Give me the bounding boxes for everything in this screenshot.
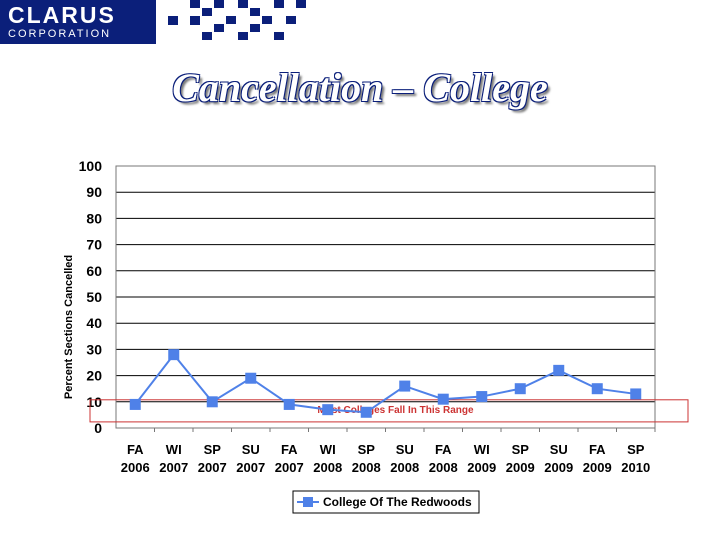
legend-box xyxy=(292,490,480,514)
data-point xyxy=(283,398,295,410)
checker-pattern-graphic xyxy=(168,0,306,40)
x-tick-label-year: 2008 xyxy=(429,460,458,475)
x-tick-label-term: WI xyxy=(474,442,490,457)
legend-label: College Of The Redwoods xyxy=(323,495,472,509)
y-tick-label: 50 xyxy=(86,289,102,305)
y-tick-label: 40 xyxy=(86,315,102,331)
y-tick-label: 90 xyxy=(86,184,102,200)
legend-swatch-marker xyxy=(303,497,313,507)
x-tick-label-year: 2008 xyxy=(390,460,419,475)
x-axis-ticks: FA 2006 WI 2007 SP 2007 SU 2007 FA 2007 WI 2008 SP 20… xyxy=(121,428,656,475)
data-point xyxy=(360,406,372,418)
x-tick-label-term: SU xyxy=(396,442,414,457)
logo-name: CLARUS xyxy=(8,2,116,28)
x-tick-label-year: 2007 xyxy=(236,460,265,475)
data-point xyxy=(168,349,180,361)
typical-range-box xyxy=(89,399,689,423)
y-tick-label: 0 xyxy=(94,420,102,436)
x-tick-label-year: 2010 xyxy=(621,460,650,475)
x-tick-label-term: WI xyxy=(166,442,182,457)
x-tick-label-year: 2006 xyxy=(121,460,150,475)
series-line-redwoods xyxy=(134,353,636,414)
data-point xyxy=(514,383,526,395)
x-tick-label-term: SU xyxy=(550,442,568,457)
x-tick-label-year: 2009 xyxy=(583,460,612,475)
x-tick-label-year: 2008 xyxy=(352,460,381,475)
data-point xyxy=(245,372,257,384)
clarus-logo: CLARUS CORPORATION xyxy=(0,0,156,44)
data-point xyxy=(322,404,334,416)
x-tick-label-term: SP xyxy=(512,442,530,457)
y-tick-label: 70 xyxy=(86,237,102,253)
y-axis-ticks: 0 10 20 30 40 50 60 70 80 90 100 xyxy=(79,158,103,436)
y-tick-label: 10 xyxy=(86,394,102,410)
x-tick-label-term: FA xyxy=(127,442,144,457)
x-tick-label-term: SP xyxy=(204,442,222,457)
logo-subtitle: CORPORATION xyxy=(8,28,112,40)
data-point xyxy=(553,364,565,376)
data-point xyxy=(630,388,642,400)
data-point xyxy=(399,380,411,392)
data-point xyxy=(206,396,218,408)
x-tick-label-term: SU xyxy=(242,442,260,457)
series-points xyxy=(129,349,642,418)
y-tick-label: 20 xyxy=(86,368,102,384)
typical-range-label: Most Colleges Fall In This Range xyxy=(317,405,474,416)
x-tick-label-term: SP xyxy=(358,442,376,457)
gridlines xyxy=(116,165,655,429)
slide-title: Cancellation – College xyxy=(172,65,548,110)
data-point xyxy=(129,398,141,410)
y-tick-label: 30 xyxy=(86,341,102,357)
y-tick-label: 100 xyxy=(79,158,103,174)
x-tick-label-year: 2009 xyxy=(467,460,496,475)
x-tick-label-year: 2007 xyxy=(198,460,227,475)
data-point xyxy=(591,383,603,395)
y-axis-label: Percent Sections Cancelled xyxy=(63,255,75,399)
x-tick-label-year: 2008 xyxy=(313,460,342,475)
x-tick-label-year: 2007 xyxy=(275,460,304,475)
x-tick-label-term: FA xyxy=(589,442,606,457)
x-tick-label-term: FA xyxy=(281,442,298,457)
data-point xyxy=(476,391,488,403)
y-tick-label: 60 xyxy=(86,263,102,279)
x-tick-label-year: 2009 xyxy=(506,460,535,475)
y-tick-label: 80 xyxy=(86,210,102,226)
x-tick-label-term: FA xyxy=(435,442,452,457)
x-tick-label-term: SP xyxy=(627,442,645,457)
x-tick-label-year: 2007 xyxy=(159,460,188,475)
data-point xyxy=(437,393,449,405)
x-tick-label-year: 2009 xyxy=(544,460,573,475)
x-tick-label-term: WI xyxy=(320,442,336,457)
legend: College Of The Redwoods xyxy=(292,490,480,514)
